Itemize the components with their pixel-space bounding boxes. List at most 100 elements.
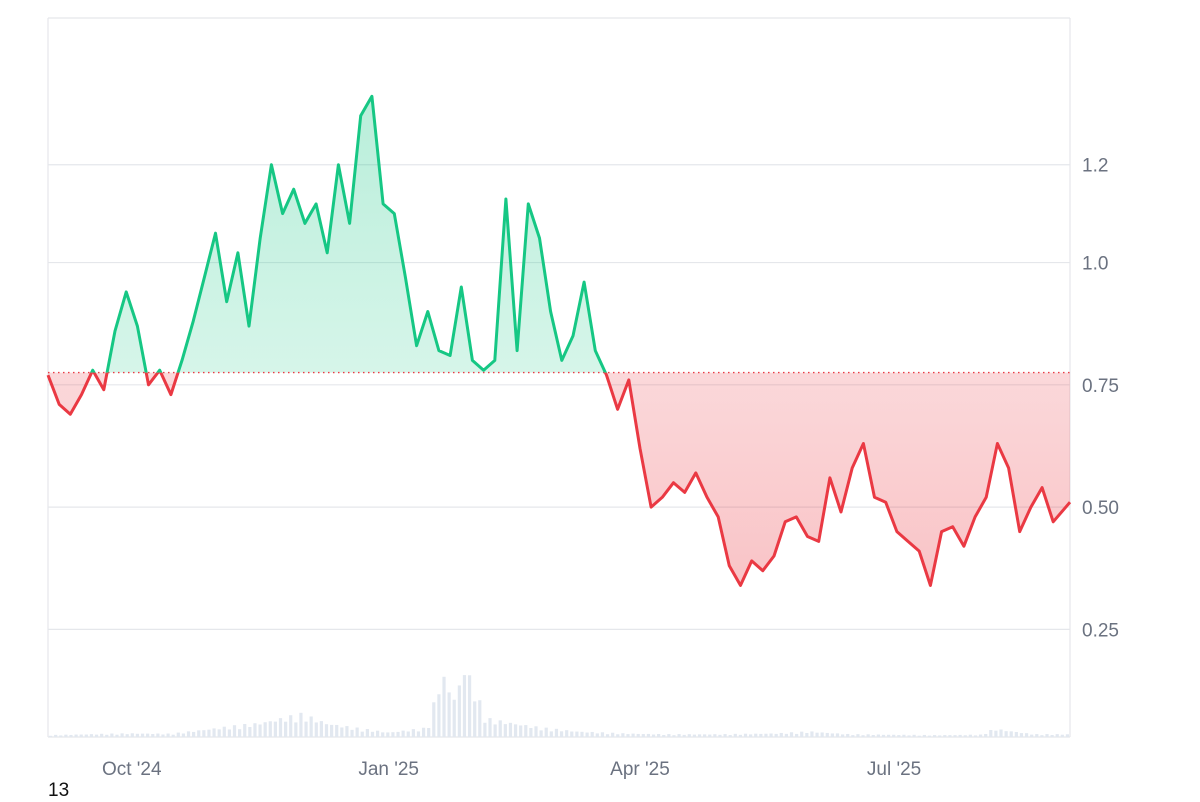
volume-bar: [641, 734, 645, 737]
volume-bar: [89, 734, 94, 737]
price-point: [370, 95, 373, 98]
volume-bar: [984, 733, 988, 737]
price-point: [449, 354, 452, 357]
x-tick-label: Jan '25: [358, 759, 419, 780]
price-point: [784, 520, 787, 523]
price-point: [303, 222, 306, 225]
volume-bar: [938, 735, 942, 737]
volume-bar: [161, 734, 165, 737]
price-point: [840, 511, 843, 514]
volume-bar: [207, 729, 211, 737]
volume-bar: [662, 734, 666, 737]
volume-bar: [917, 735, 921, 737]
volume-bar: [907, 735, 911, 737]
volume-bar: [795, 733, 799, 737]
volume-bar: [846, 733, 850, 737]
volume-bar: [452, 699, 456, 737]
price-point: [426, 310, 429, 313]
axis-labels: 1.2 1.0 0.75 0.50 0.25 Oct '24 Jan '25 Apr '25 J…: [102, 156, 1119, 780]
volume-bar: [902, 734, 906, 737]
price-point: [974, 515, 977, 518]
price-point: [884, 501, 887, 504]
price-point: [650, 506, 653, 509]
volume-bar: [570, 731, 574, 737]
price-point: [929, 584, 932, 587]
corner-label: 13: [48, 780, 70, 801]
volume-bar: [708, 734, 712, 737]
volume-bar: [866, 734, 870, 737]
volume-bar: [59, 735, 63, 737]
volume-bar: [314, 722, 318, 737]
price-point: [627, 378, 630, 381]
price-point: [404, 276, 407, 279]
volume-bar: [580, 731, 584, 737]
price-point: [203, 276, 206, 279]
volume-bar: [74, 734, 78, 737]
price-point: [1052, 520, 1055, 523]
price-point: [102, 388, 105, 391]
volume-bar: [697, 734, 702, 737]
price-point: [527, 202, 530, 205]
volume-bar: [682, 734, 686, 737]
price-point: [236, 251, 239, 254]
volume-bar: [304, 721, 308, 737]
price-point: [694, 471, 697, 474]
volume-bar: [754, 733, 758, 737]
price-point: [281, 212, 284, 215]
volume-bar: [110, 733, 114, 737]
volume-bar: [733, 733, 737, 737]
volume-bar: [856, 734, 860, 737]
volume-bar: [912, 734, 916, 737]
volume-bar: [646, 733, 651, 737]
volume-bar: [299, 712, 303, 737]
volume-bar: [498, 720, 502, 737]
line-layer: [46, 94, 1072, 587]
price-point: [516, 349, 519, 352]
volume-bar: [340, 727, 344, 737]
volume-bar: [335, 724, 339, 737]
y-tick-label: 1.0: [1082, 254, 1108, 275]
volume-bar: [1060, 734, 1064, 737]
volume-bar: [585, 732, 589, 737]
volume-bar: [922, 734, 926, 737]
volume-bar: [830, 733, 834, 737]
volume-bar: [478, 700, 482, 737]
area-layer: [48, 96, 1070, 586]
volume-bar: [120, 733, 124, 737]
volume-bar: [851, 735, 855, 737]
volume-bar: [386, 732, 390, 737]
price-point: [1069, 501, 1072, 504]
price-point: [672, 481, 675, 484]
price-point: [951, 525, 954, 528]
volume-bar: [524, 725, 528, 737]
volume-bar: [738, 734, 743, 737]
volume-bar: [391, 732, 395, 737]
volume-bar: [861, 735, 865, 737]
volume-bar: [963, 735, 967, 737]
volume-bar: [370, 731, 375, 737]
volume-bar: [309, 716, 313, 737]
volume-bar: [605, 734, 610, 737]
volume-bar: [1035, 734, 1039, 737]
x-tick-label: Jul '25: [867, 759, 921, 780]
volume-bar: [1040, 735, 1044, 737]
price-point: [382, 202, 385, 205]
volume-bar: [626, 734, 630, 737]
price-point: [80, 393, 83, 396]
volume-bar: [784, 733, 788, 737]
volume-bar: [835, 733, 840, 737]
volume-bar: [181, 733, 186, 737]
price-point: [638, 447, 641, 450]
volume-bar: [529, 728, 533, 737]
volume-bar: [886, 734, 891, 737]
price-point: [359, 114, 362, 117]
price-point: [996, 442, 999, 445]
volume-bar: [590, 731, 594, 737]
price-point: [225, 300, 228, 303]
volume-bar: [100, 733, 104, 737]
volume-bar: [749, 734, 753, 737]
volume-bar: [881, 734, 886, 737]
volume-bar: [1024, 733, 1029, 737]
volume-bar: [841, 734, 845, 737]
price-point: [259, 237, 262, 240]
